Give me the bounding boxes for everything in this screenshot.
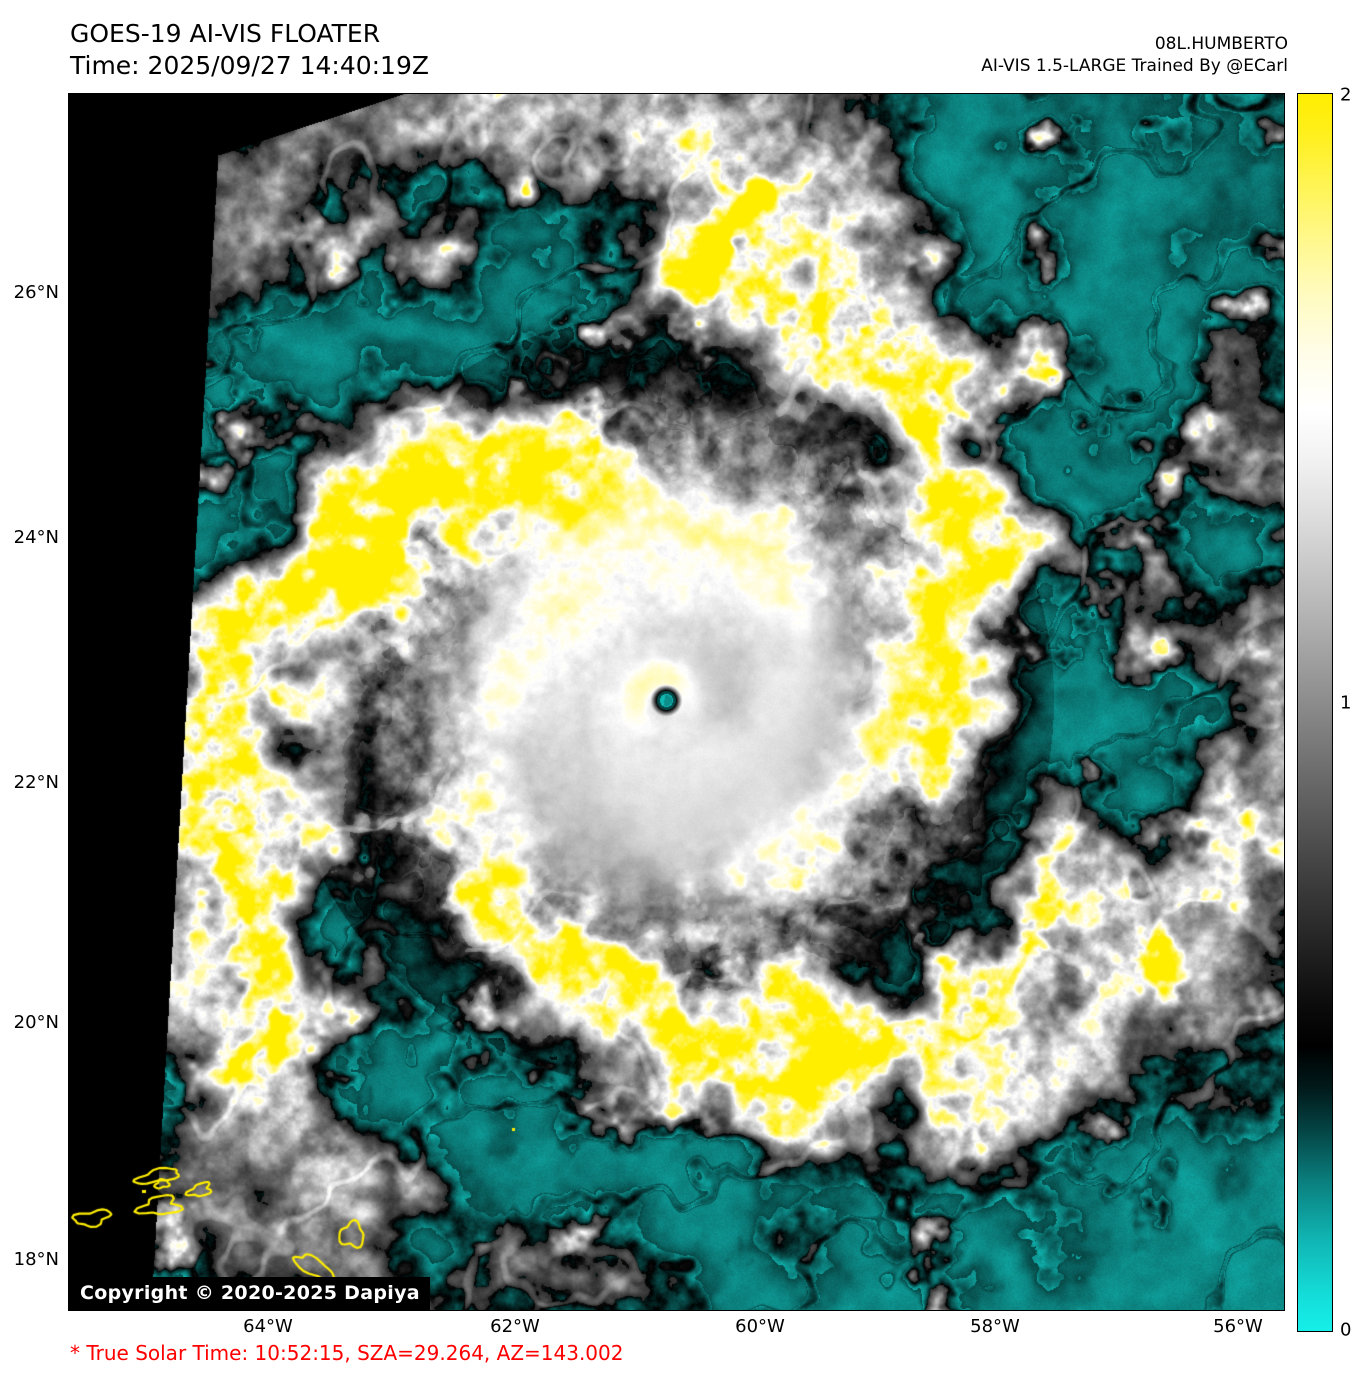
lat-tick-label: 22°N bbox=[13, 772, 59, 793]
solar-geometry-note: * True Solar Time: 10:52:15, SZA=29.264,… bbox=[70, 1341, 624, 1365]
header-right: 08L.HUMBERTO AI-VIS 1.5-LARGE Trained By… bbox=[981, 33, 1288, 77]
lat-tick-label: 18°N bbox=[13, 1249, 59, 1270]
lon-tick-label: 62°W bbox=[490, 1316, 540, 1337]
satellite-image-panel bbox=[68, 93, 1285, 1311]
lon-tick-label: 56°W bbox=[1213, 1316, 1263, 1337]
lat-tick-label: 24°N bbox=[13, 527, 59, 548]
colorbar-gradient bbox=[1297, 93, 1333, 1332]
page-title: GOES-19 AI-VIS FLOATER bbox=[70, 19, 381, 48]
lon-tick-label: 58°W bbox=[970, 1316, 1020, 1337]
colorbar-tick-label: 0 bbox=[1340, 1319, 1352, 1341]
model-credit-label: AI-VIS 1.5-LARGE Trained By @ECarl bbox=[981, 56, 1288, 77]
storm-id-label: 08L.HUMBERTO bbox=[1154, 34, 1288, 54]
lat-tick-label: 26°N bbox=[13, 282, 59, 303]
timestamp-label: Time: 2025/09/27 14:40:19Z bbox=[70, 51, 429, 80]
copyright-badge: Copyright © 2020-2025 Dapiya bbox=[68, 1277, 430, 1310]
lon-tick-label: 64°W bbox=[243, 1316, 293, 1337]
colorbar-tick-label: 1 bbox=[1340, 692, 1352, 714]
header-left: GOES-19 AI-VIS FLOATER Time: 2025/09/27 … bbox=[70, 18, 429, 82]
lon-tick-label: 60°W bbox=[735, 1316, 785, 1337]
lat-tick-label: 20°N bbox=[13, 1012, 59, 1033]
satellite-imagery-canvas bbox=[68, 93, 1285, 1311]
colorbar-tick-label: 2 bbox=[1340, 84, 1352, 106]
